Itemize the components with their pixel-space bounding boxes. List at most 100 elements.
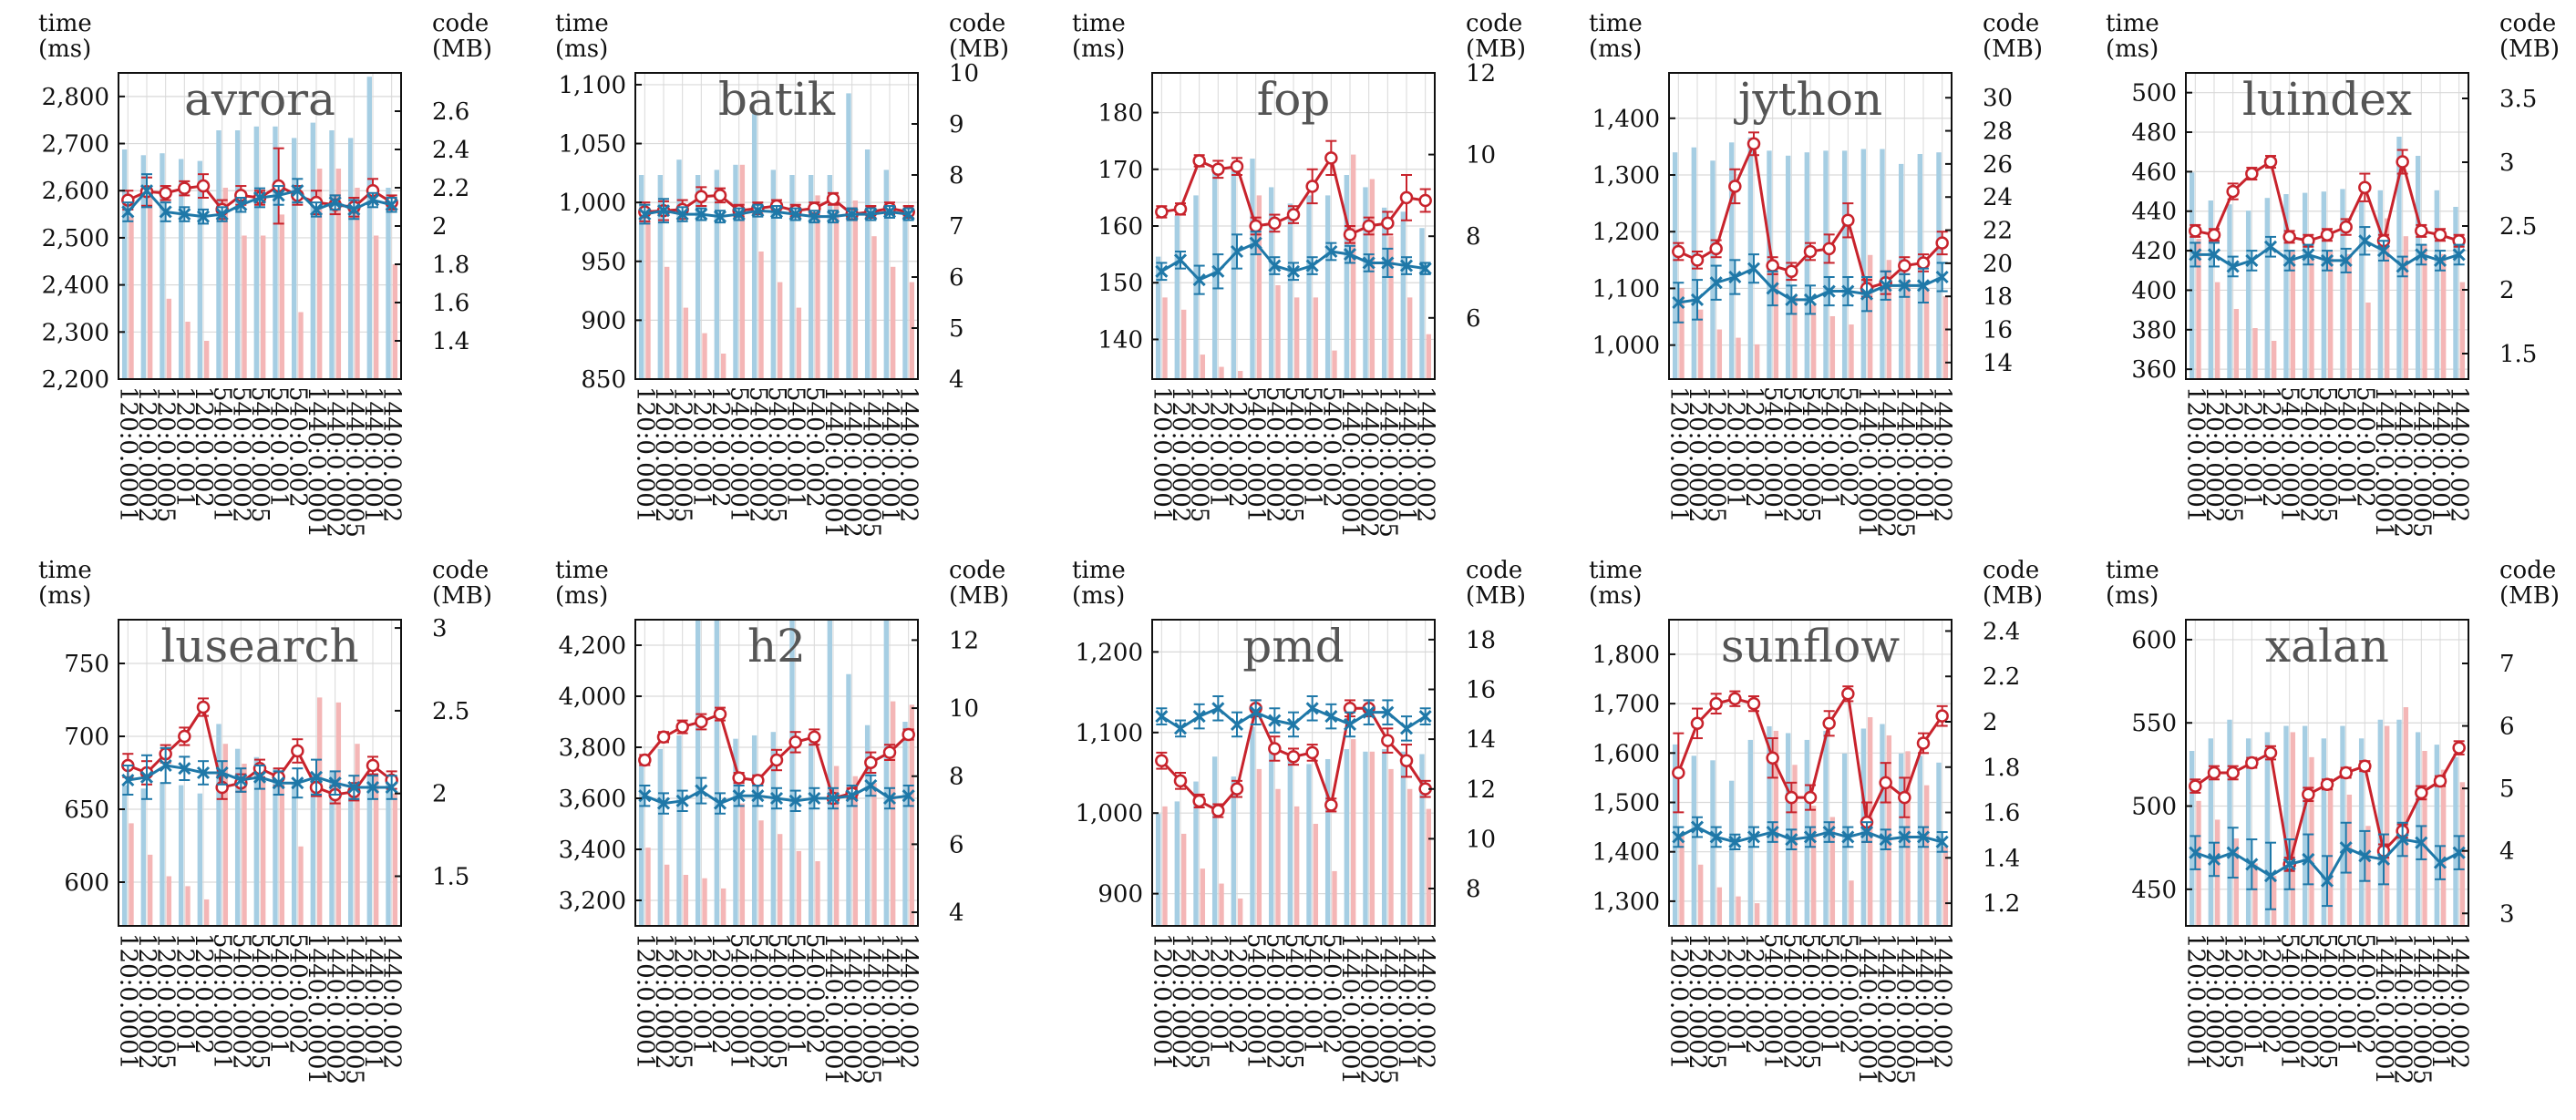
point-cross	[1841, 830, 1855, 844]
bar-code-blue	[140, 788, 146, 926]
bar-code-red	[1162, 297, 1168, 379]
y2tick-label: 14	[1983, 350, 2013, 377]
point-cross	[882, 791, 897, 806]
point-circle	[1381, 734, 1395, 747]
point-circle	[1418, 193, 1432, 208]
bar-code-blue	[1287, 756, 1293, 926]
xtick-label: 120:0.0005	[152, 386, 180, 522]
point-circle	[1935, 709, 1949, 723]
ytick-label: 150	[1097, 270, 1143, 297]
xtick-label: 120:0.0005	[2220, 933, 2247, 1069]
bar-code-blue	[1728, 780, 1735, 926]
series-blue	[2189, 226, 2466, 278]
bar-code-red	[1426, 334, 1432, 379]
point-circle	[2263, 155, 2278, 169]
bar-code-red	[2441, 253, 2447, 379]
right-axis-unit: (MB)	[1983, 36, 2043, 63]
y2tick-label: 2	[2499, 277, 2515, 304]
right-axis-label: code	[2499, 10, 2556, 37]
bar-code-blue	[1287, 203, 1293, 379]
bar-code-blue	[1823, 150, 1829, 379]
bar-code-red	[129, 216, 134, 379]
bar-code-blue	[864, 149, 871, 379]
chart-title: lusearch	[160, 620, 358, 673]
point-cross	[1860, 825, 1874, 839]
bar-code-red	[2215, 819, 2221, 926]
bar-code-red	[2459, 782, 2466, 926]
point-cross	[1324, 244, 1338, 259]
point-circle	[2302, 787, 2315, 801]
point-circle	[1155, 205, 1169, 219]
series-blue	[1672, 253, 1949, 324]
point-cross	[291, 776, 304, 790]
point-cross	[309, 770, 324, 784]
point-cross	[2320, 874, 2334, 888]
ytick-label: 2,700	[42, 131, 109, 159]
bar-code-blue	[846, 93, 851, 379]
point-circle	[2226, 766, 2240, 780]
bar-code-red	[1351, 739, 1356, 926]
point-cross	[732, 789, 746, 803]
ytick-label: 2,300	[42, 319, 109, 346]
point-cross	[1803, 293, 1818, 306]
bar-code-red	[683, 307, 689, 379]
bar-code-red	[148, 854, 153, 926]
bar-code-blue	[2189, 172, 2195, 379]
ytick-label: 500	[2131, 794, 2177, 821]
y2tick-label: 10	[1466, 826, 1496, 853]
xtick-label: 120:0.0002	[1167, 386, 1194, 522]
bar-code-blue	[291, 781, 297, 926]
xtick-label: 540:0.001	[2333, 933, 2360, 1054]
bar-code-red	[909, 282, 915, 379]
bar-code-red	[185, 886, 191, 926]
bar-code-blue	[883, 620, 889, 926]
xtick-label: 1440:0.001	[359, 933, 386, 1069]
bar-code-blue	[1419, 754, 1425, 926]
bar-code-red	[1181, 833, 1187, 926]
bar-code-blue	[1193, 781, 1199, 926]
left-axis-label: time	[1589, 10, 1643, 37]
y2tick-label: 2	[1983, 709, 1998, 736]
point-circle	[2415, 224, 2428, 238]
bar-code-blue	[253, 126, 259, 379]
point-cross	[1418, 710, 1432, 724]
point-cross	[2396, 260, 2409, 273]
bar-code-blue	[657, 175, 663, 379]
xtick-label: 540:0.002	[1834, 386, 1861, 508]
bar-code-red	[1181, 309, 1187, 379]
plot-frame	[1668, 619, 1953, 927]
xtick-label: 1440:0.001	[1393, 386, 1420, 522]
point-cross	[2226, 846, 2240, 859]
bar-code-blue	[1710, 760, 1716, 926]
point-circle	[1192, 794, 1206, 808]
bars	[2189, 137, 2466, 379]
bar-code-blue	[216, 130, 222, 379]
xtick-label: 1440:0.0005	[1891, 386, 1918, 538]
bar-code-red	[204, 899, 210, 926]
bar-code-blue	[2415, 156, 2421, 379]
left-axis-unit: (ms)	[1072, 36, 1125, 63]
ytick-label: 1,000	[1076, 800, 1143, 827]
xtick-label: 120:0.0001	[2181, 933, 2209, 1069]
bar-code-red	[355, 744, 360, 926]
bar-code-blue	[1419, 228, 1425, 379]
xtick-label: 540:0.0005	[763, 386, 790, 522]
xtick-label: 540:0.0001	[209, 386, 236, 522]
bar-code-red	[2233, 838, 2240, 926]
point-cross	[1399, 722, 1414, 735]
left-axis-label: time	[555, 10, 609, 37]
bar-code-red	[261, 235, 266, 379]
bar-code-red	[834, 200, 840, 379]
ytick-label: 160	[1097, 213, 1143, 241]
point-cross	[1709, 276, 1723, 290]
y2tick-label: 7	[2499, 651, 2515, 678]
point-circle	[751, 774, 765, 787]
point-cross	[2358, 849, 2372, 863]
point-cross	[385, 198, 398, 211]
y2tick-label: 3.5	[2499, 86, 2537, 113]
xtick-label: 120:0.0005	[1703, 933, 1730, 1069]
bar-code-blue	[1344, 175, 1349, 379]
bars	[121, 77, 398, 379]
ytick-label: 900	[581, 307, 626, 334]
bar-code-blue	[751, 113, 757, 379]
